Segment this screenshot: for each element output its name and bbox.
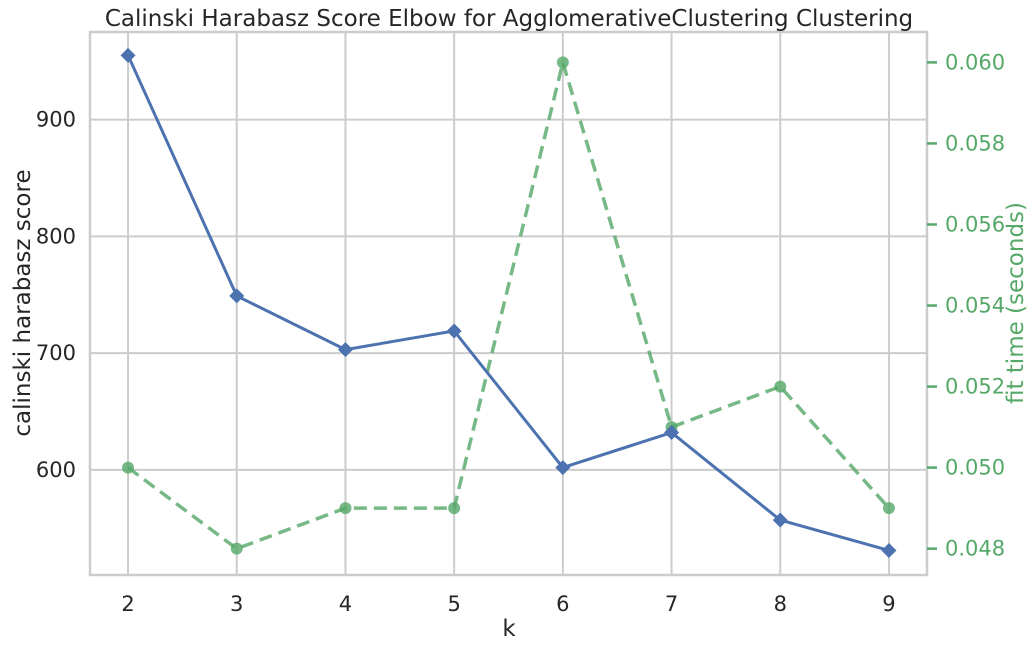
fit-time-line [126, 60, 891, 551]
chart-title: Calinski Harabasz Score Elbow for Agglom… [105, 6, 913, 32]
x-tick-label: 8 [774, 592, 787, 616]
score-line [126, 54, 890, 552]
fit-time-point [882, 502, 895, 515]
y2-tick-label: 0.056 [945, 212, 1005, 236]
score-point [120, 47, 136, 63]
x-tick-label: 7 [665, 592, 678, 616]
fit-time-point [230, 542, 243, 555]
y-tick-label: 800 [36, 224, 76, 248]
y-axis-label: calinski harabasz score [10, 169, 36, 436]
y2-tick-label: 0.048 [945, 537, 1005, 561]
y2-tick-label: 0.052 [945, 375, 1005, 399]
x-tick-label: 3 [230, 592, 243, 616]
y2-tick-label: 0.058 [945, 131, 1005, 155]
y-tick-label: 600 [36, 458, 76, 482]
score-point [881, 542, 897, 558]
score-point [555, 460, 571, 476]
score-point [772, 512, 788, 528]
grid-lines [90, 32, 927, 575]
y-tick-label: 700 [36, 341, 76, 365]
x-tick-label: 9 [882, 592, 895, 616]
y2-tick-label: 0.050 [945, 456, 1005, 480]
score-point [229, 288, 245, 304]
tick-labels: 2 3 4 5 6 7 8 9 600 700 800 900 0.048 0.050 0.052 0.054… [36, 50, 1005, 616]
score-point [446, 323, 462, 339]
fit-time-point [448, 502, 461, 515]
y2-tick-label: 0.060 [945, 50, 1005, 74]
y-tick-label: 900 [36, 108, 76, 132]
fit-time-point [774, 380, 787, 393]
x-tick-label: 4 [339, 592, 352, 616]
plot-frame [88, 30, 929, 577]
series-layer [120, 47, 897, 558]
fit-time-point [122, 461, 135, 474]
fit-time-point [339, 502, 352, 515]
score-point [664, 425, 680, 441]
x-tick-label: 6 [556, 592, 569, 616]
x-tick-label: 2 [121, 592, 134, 616]
score-point [337, 342, 353, 358]
x-axis-label: k [502, 616, 516, 642]
fit-time-point [556, 56, 569, 69]
y2-tick-label: 0.054 [945, 294, 1005, 318]
x-tick-label: 5 [447, 592, 460, 616]
y2-axis-label: fit time (seconds) [1003, 202, 1029, 404]
